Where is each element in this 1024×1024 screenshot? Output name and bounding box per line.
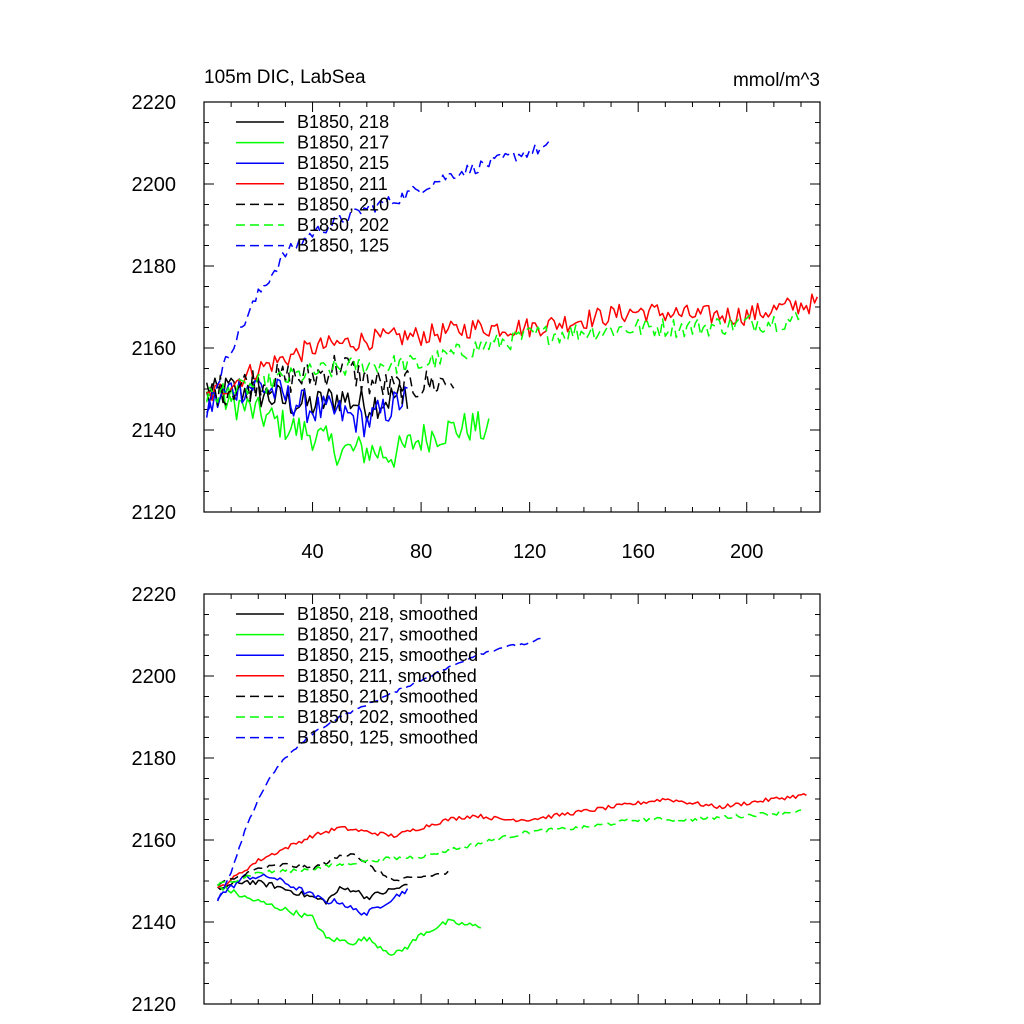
y-tick-label: 2180 <box>132 748 177 770</box>
legend-label: B1850, 218 <box>297 112 389 132</box>
x-tick-label: 80 <box>410 541 432 563</box>
series-line-2 <box>206 382 490 468</box>
series-line-5 <box>205 354 455 407</box>
y-tick-label: 2220 <box>132 584 177 606</box>
y-tick-label: 2120 <box>132 502 177 524</box>
series-line-5 <box>217 853 449 886</box>
series-line-6 <box>217 809 802 887</box>
bottom-panel: 2120 2140 2160 2180 2200 2220 B1850, 218, smoo… <box>132 584 821 1016</box>
legend-label: B1850, 218, smoothed <box>297 604 478 624</box>
legend-label: B1850, 211 <box>297 174 388 194</box>
series-line-7 <box>216 637 541 902</box>
legend-label: B1850, 210, smoothed <box>297 686 478 706</box>
legend-label: B1850, 211, smoothed <box>297 666 477 686</box>
series-line-6 <box>205 311 802 404</box>
legend-label: B1850, 125 <box>297 236 389 256</box>
y-tick-label: 2140 <box>132 912 177 934</box>
legend-label: B1850, 210 <box>297 194 389 214</box>
series-line-3 <box>205 378 408 438</box>
y-tick-label: 2140 <box>132 420 177 442</box>
y-tick-label: 2160 <box>132 830 177 852</box>
series-line-4 <box>217 793 807 889</box>
units-label: mmol/m^3 <box>733 70 820 91</box>
x-tick-label: 160 <box>621 541 654 563</box>
y-tick-label: 2220 <box>132 92 177 114</box>
series-line-4 <box>206 293 818 402</box>
y-tick-label: 2200 <box>132 666 177 688</box>
legend-label: B1850, 217 <box>297 133 389 153</box>
x-tick-label: 120 <box>513 541 546 563</box>
y-tick-label: 2200 <box>132 174 177 196</box>
legend-label: B1850, 202, smoothed <box>297 707 478 727</box>
series-line-1 <box>217 879 408 905</box>
y-tick-label: 2160 <box>132 338 177 360</box>
legend-label: B1850, 202 <box>297 215 389 235</box>
x-tick-label: 40 <box>301 541 323 563</box>
x-tick-label: 200 <box>730 541 763 563</box>
legend-label: B1850, 125, smoothed <box>297 728 478 748</box>
legend-label: B1850, 215 <box>297 153 389 173</box>
legend-label: B1850, 217, smoothed <box>297 625 478 645</box>
series-line-3 <box>216 873 409 916</box>
y-tick-label: 2180 <box>132 256 177 278</box>
legend-label: B1850, 215, smoothed <box>297 645 478 665</box>
top-panel: 2120 2140 2160 2180 2200 2220 40 80 120 160 200 B18… <box>132 92 821 563</box>
y-tick-label: 2120 <box>132 994 177 1016</box>
series-line-7 <box>206 141 550 413</box>
chart-title: 105m DIC, LabSea <box>204 67 366 88</box>
series-line-2 <box>217 884 482 956</box>
